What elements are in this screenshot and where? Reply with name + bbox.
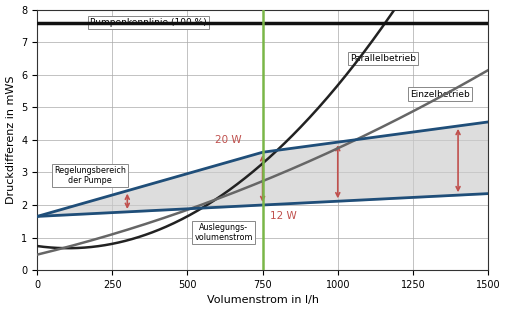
Text: Einzelbetrieb: Einzelbetrieb	[410, 90, 469, 99]
Text: Regelungsbereich
der Pumpe: Regelungsbereich der Pumpe	[54, 166, 125, 185]
Text: Pumpenkennlinie (100 %): Pumpenkennlinie (100 %)	[90, 18, 207, 27]
Text: 12 W: 12 W	[270, 211, 296, 221]
X-axis label: Volumenstrom in l/h: Volumenstrom in l/h	[206, 295, 318, 305]
Text: 20 W: 20 W	[215, 135, 241, 145]
Y-axis label: Druckdifferenz in mWS: Druckdifferenz in mWS	[6, 76, 16, 204]
Text: Parallelbetrieb: Parallelbetrieb	[349, 54, 415, 63]
Text: Auslegungs-
volumenstrom: Auslegungs- volumenstrom	[194, 223, 252, 242]
